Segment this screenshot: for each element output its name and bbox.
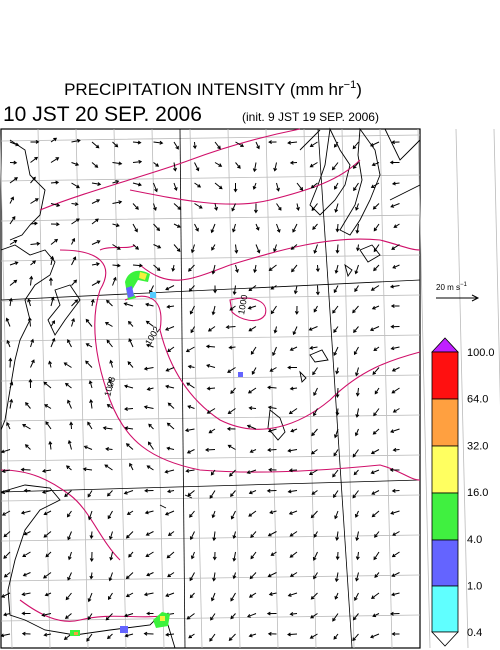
colorbar-label: 100.0 (467, 347, 495, 359)
precipitation-cells (70, 270, 243, 636)
colorbar-bin (431, 351, 459, 400)
isobar-label: 1000 (236, 294, 249, 315)
colorbar-label: 4.0 (467, 534, 482, 546)
colorbar-under (431, 631, 459, 647)
colorbar (431, 337, 459, 647)
reference-vector: 20 m s−1 (436, 282, 480, 302)
colorbar-bin (431, 539, 459, 587)
isobars (0, 128, 421, 622)
reference-label: 20 m s−1 (436, 282, 468, 292)
reference-unit: 20 m s (436, 283, 460, 292)
map: 1008 1002 1000 (0, 127, 500, 649)
wind-vectors (0, 137, 400, 642)
colorbar-bin (431, 398, 459, 447)
graticule-lines (0, 128, 500, 649)
title-exponent: −1 (344, 79, 357, 91)
colorbar-label: 64.0 (467, 394, 488, 406)
colorbar-label: 0.4 (467, 627, 482, 639)
title: PRECIPITATION INTENSITY (mm hr−1) (64, 79, 362, 99)
colorbar-label: 32.0 (467, 440, 488, 452)
colorbar-over (431, 337, 459, 353)
title-close: ) (356, 80, 362, 99)
colorbar-bin (431, 585, 459, 633)
colorbar-label: 1.0 (467, 581, 482, 593)
init-time: (init. 9 JST 19 SEP. 2006) (242, 110, 379, 124)
valid-time: 10 JST 20 SEP. 2006 (3, 103, 202, 126)
colorbar-label: 16.0 (467, 487, 488, 499)
reference-exponent: −1 (460, 282, 468, 288)
title-main: PRECIPITATION INTENSITY (mm hr (64, 80, 344, 99)
reference-arrow (436, 294, 480, 302)
colorbar-labels: 100.0 64.0 32.0 16.0 4.0 1.0 0.4 (467, 347, 495, 639)
colorbar-bin (431, 492, 459, 541)
graticule (0, 128, 500, 649)
colorbar-bin (431, 445, 459, 494)
